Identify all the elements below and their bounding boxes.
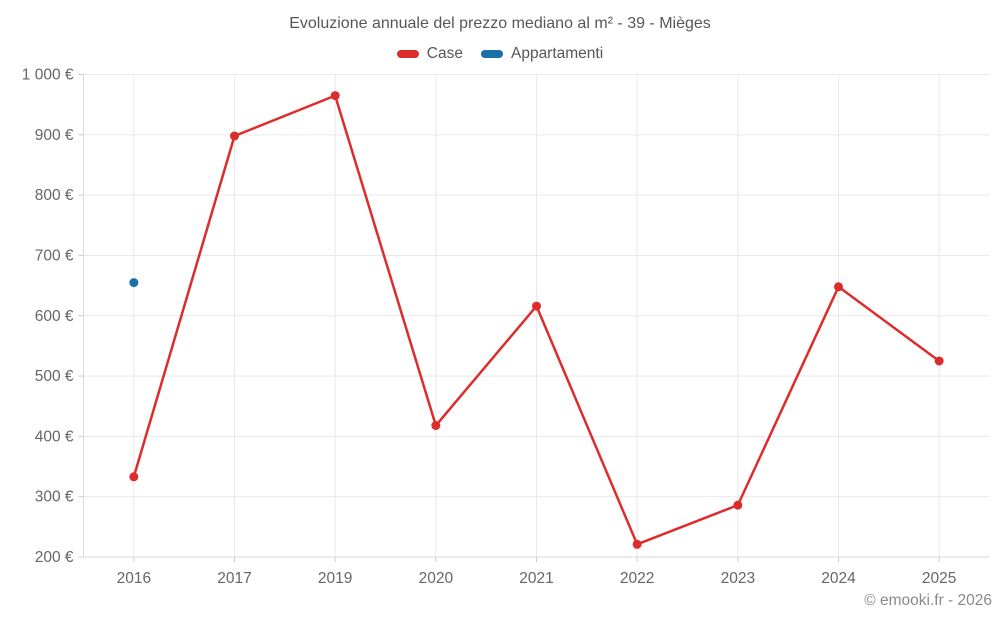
svg-text:2019: 2019	[318, 570, 352, 587]
svg-text:2021: 2021	[519, 570, 553, 587]
svg-text:300 €: 300 €	[35, 489, 74, 506]
svg-text:200 €: 200 €	[35, 549, 74, 566]
svg-text:2024: 2024	[821, 570, 856, 587]
svg-text:2023: 2023	[721, 570, 755, 587]
svg-text:400 €: 400 €	[35, 428, 74, 445]
svg-text:2017: 2017	[217, 570, 251, 587]
svg-text:2016: 2016	[117, 570, 151, 587]
svg-text:1 000 €: 1 000 €	[22, 67, 74, 84]
legend-label-appartamenti: Appartamenti	[510, 45, 604, 62]
legend-swatch-appartamenti-icon	[480, 50, 503, 58]
watermark-text: © emooki.fr - 2026	[864, 592, 992, 609]
legend-label-case: Case	[426, 45, 463, 62]
chart-title: Evoluzione annuale del prezzo mediano al…	[289, 15, 711, 32]
svg-text:2022: 2022	[620, 570, 654, 587]
svg-text:800 €: 800 €	[35, 187, 74, 204]
svg-text:600 €: 600 €	[35, 308, 74, 325]
legend-item-appartamenti[interactable]: Appartamenti	[480, 45, 604, 63]
svg-text:2020: 2020	[419, 570, 454, 587]
svg-text:2025: 2025	[922, 570, 956, 587]
chart-legend: Case Appartamenti	[0, 45, 1000, 63]
svg-text:900 €: 900 €	[35, 127, 74, 144]
legend-item-case[interactable]: Case	[396, 45, 463, 63]
svg-text:700 €: 700 €	[35, 247, 74, 264]
svg-text:500 €: 500 €	[35, 368, 74, 385]
legend-swatch-case-icon	[396, 50, 419, 58]
